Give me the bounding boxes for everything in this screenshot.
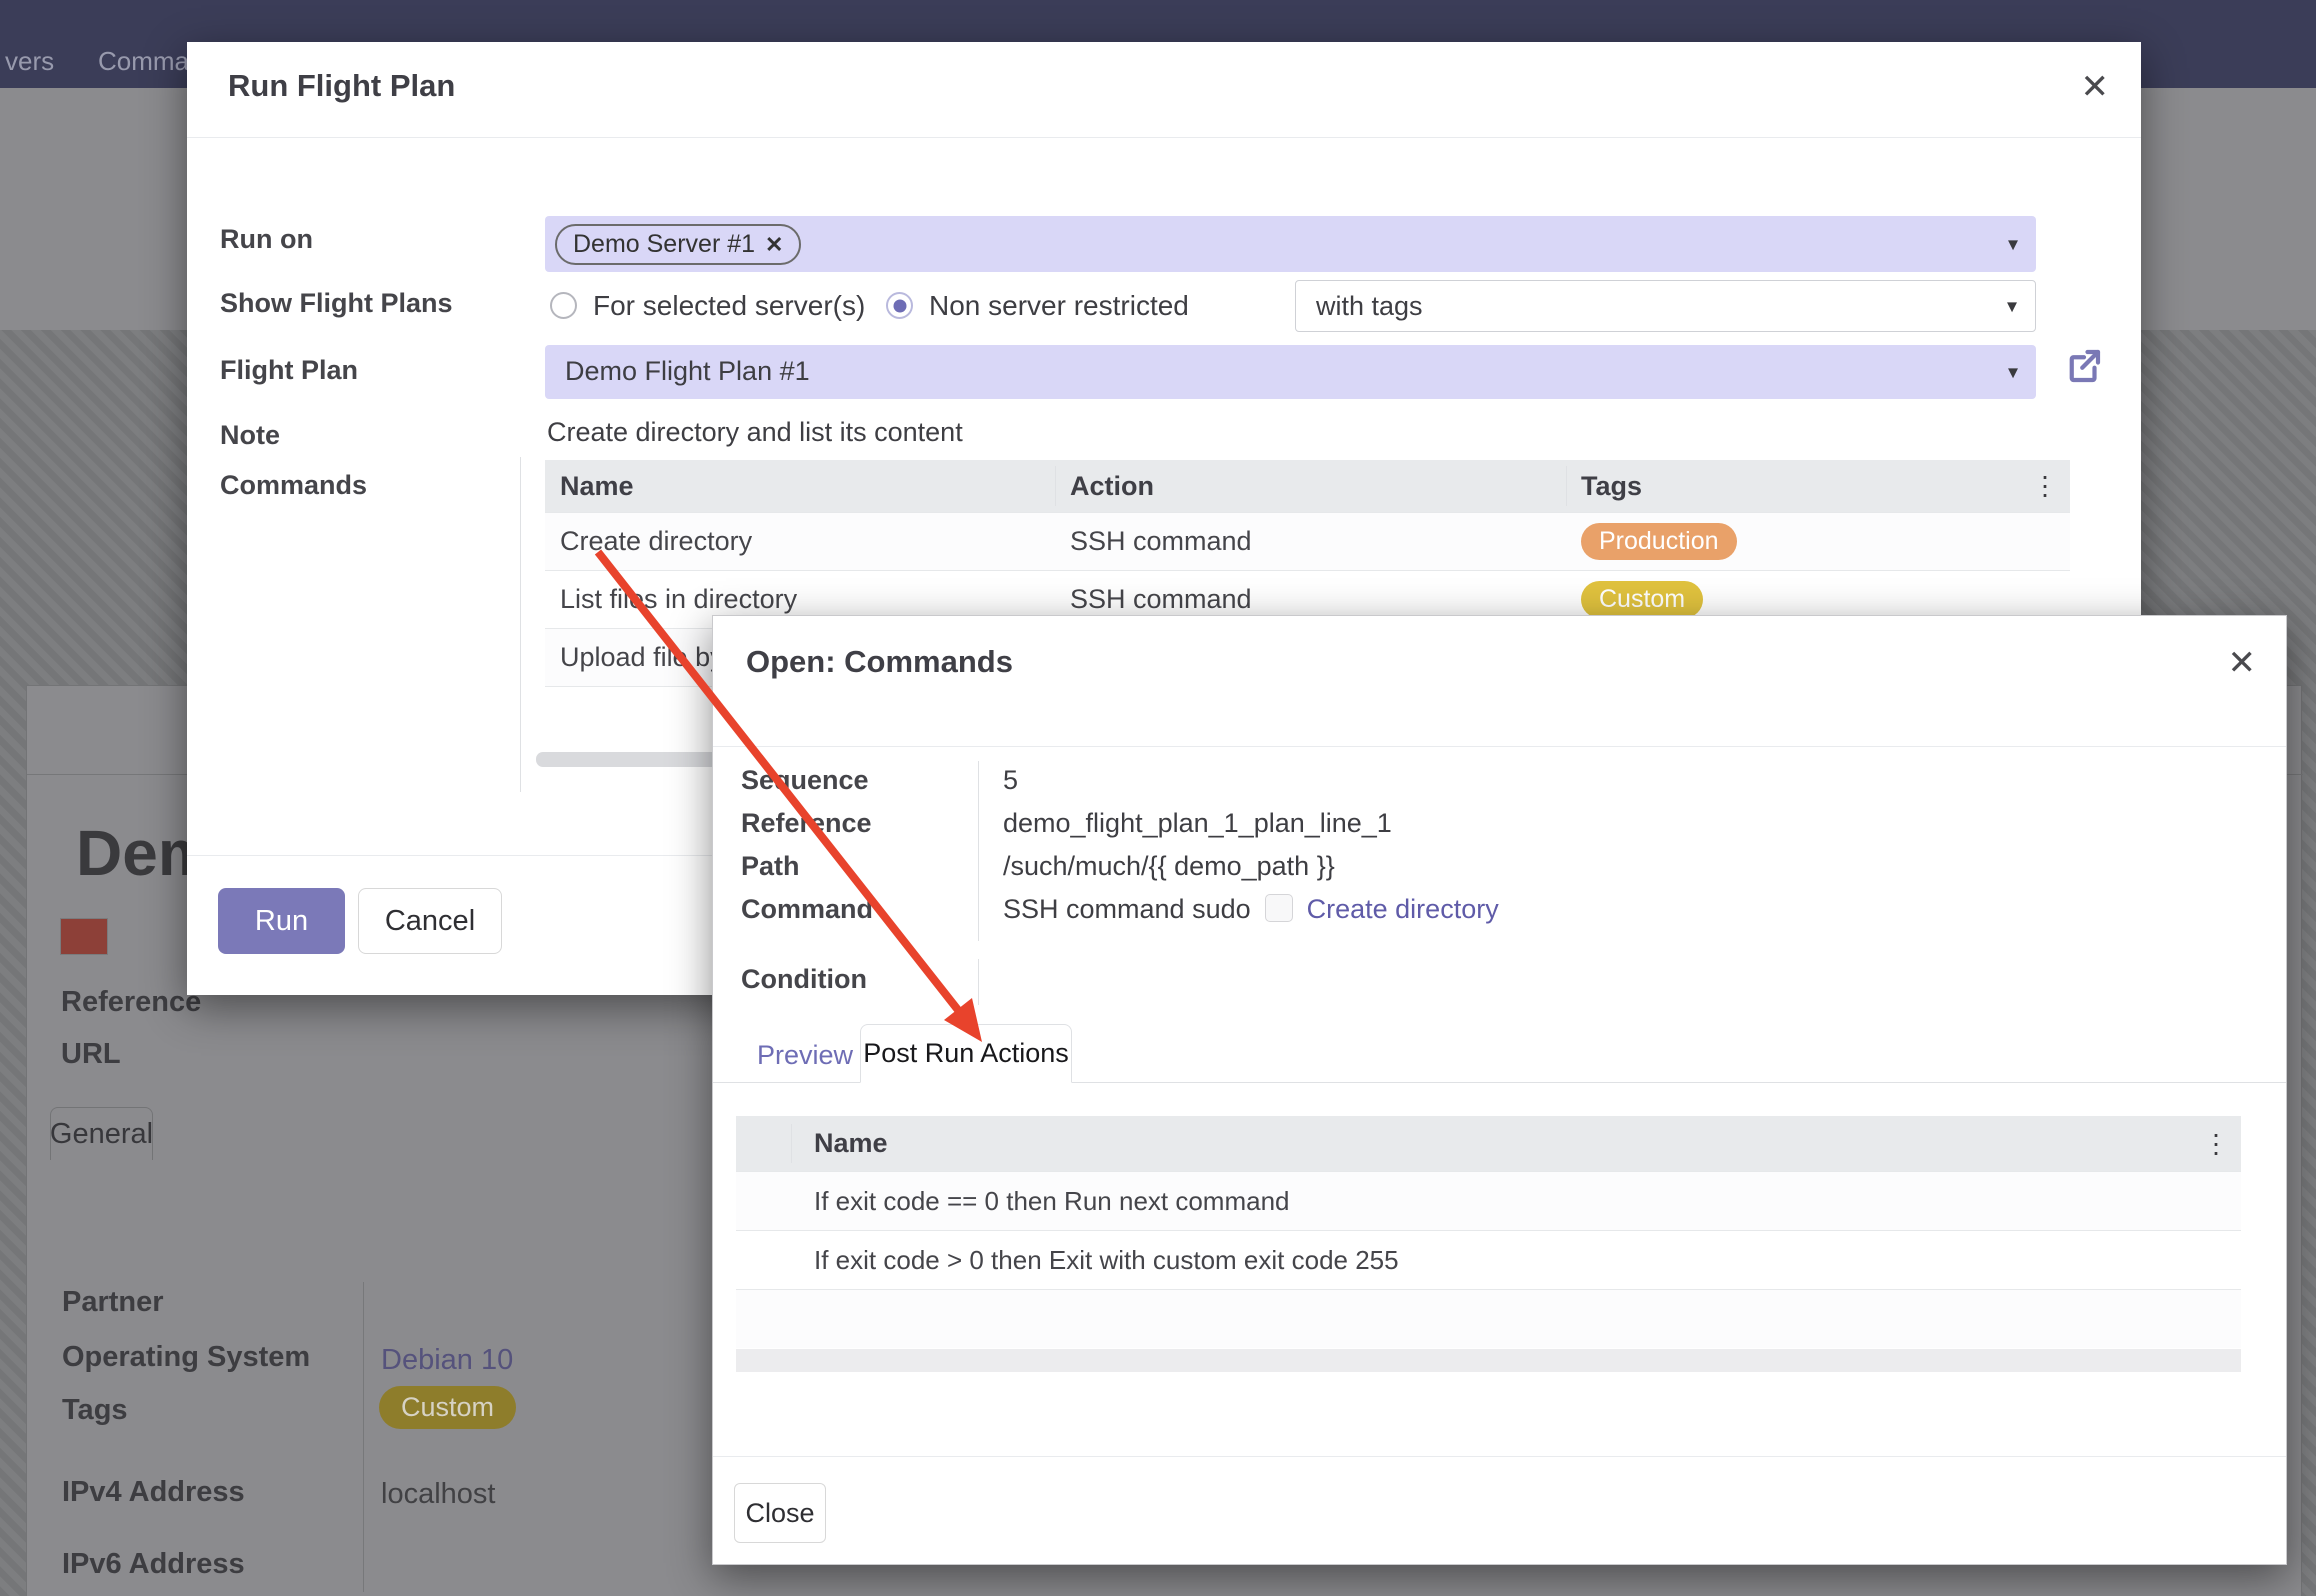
create-directory-link[interactable]: Create directory bbox=[1306, 894, 1499, 925]
command-value: SSH command sudo Create directory bbox=[1003, 894, 1499, 928]
tab-post-run-actions[interactable]: Post Run Actions bbox=[860, 1024, 1072, 1083]
radio-non-server-restricted-label: Non server restricted bbox=[929, 290, 1189, 321]
reference-value: demo_flight_plan_1_plan_line_1 bbox=[1003, 808, 1392, 838]
modal-title: Run Flight Plan bbox=[228, 68, 456, 103]
command-checkbox[interactable] bbox=[1264, 894, 1293, 922]
reference-label: Reference bbox=[741, 808, 872, 838]
tag-production: Production bbox=[1581, 523, 1737, 560]
radio-for-selected-servers-label: For selected server(s) bbox=[593, 290, 866, 321]
cell-name: Upload file by bbox=[560, 642, 724, 672]
with-tags-value: with tags bbox=[1316, 291, 1423, 321]
cell-action: SSH command bbox=[1070, 584, 1252, 614]
with-tags-select[interactable]: with tags ▾ bbox=[1295, 280, 2036, 332]
table-row-empty bbox=[736, 1289, 2241, 1348]
header-divider bbox=[713, 746, 2286, 747]
show-flight-plans-label: Show Flight Plans bbox=[220, 288, 453, 318]
cancel-button[interactable]: Cancel bbox=[358, 888, 502, 954]
flight-plan-select[interactable]: Demo Flight Plan #1 ▾ bbox=[545, 345, 2036, 399]
footer-divider bbox=[713, 1456, 2286, 1457]
partner-label: Partner bbox=[62, 1286, 164, 1318]
run-button[interactable]: Run bbox=[218, 888, 345, 954]
cell-name: List files in directory bbox=[560, 584, 798, 614]
close-icon[interactable]: ✕ bbox=[2080, 68, 2110, 106]
command-text: SSH command sudo bbox=[1003, 894, 1251, 925]
sequence-label: Sequence bbox=[741, 765, 869, 795]
cell-name: If exit code > 0 then Exit with custom e… bbox=[814, 1244, 1399, 1275]
tags-label: Tags bbox=[62, 1394, 128, 1426]
tag-custom: Custom bbox=[1581, 581, 1704, 618]
col-name[interactable]: Name bbox=[560, 470, 634, 501]
kebab-icon[interactable]: ⋮ bbox=[2203, 1128, 2229, 1158]
external-link-icon[interactable] bbox=[2063, 345, 2105, 392]
commands-field-border bbox=[520, 457, 521, 792]
table-row[interactable]: If exit code == 0 then Run next command bbox=[736, 1171, 2241, 1230]
commands-label: Commands bbox=[220, 470, 368, 500]
run-on-field[interactable]: Demo Server #1 ✕ ▾ bbox=[545, 216, 2036, 272]
command-label: Command bbox=[741, 894, 874, 924]
tab-general[interactable]: General bbox=[50, 1107, 153, 1160]
operating-system-value[interactable]: Debian 10 bbox=[381, 1344, 514, 1376]
chevron-down-icon[interactable]: ▾ bbox=[2007, 361, 2018, 384]
ipv4-label: IPv4 Address bbox=[62, 1476, 245, 1508]
label-value-separator bbox=[978, 761, 979, 941]
server-tag-label: Demo Server #1 bbox=[573, 230, 756, 258]
server-tag-custom: Custom bbox=[379, 1386, 517, 1429]
radio-non-server-restricted[interactable] bbox=[886, 292, 913, 319]
tab-bottom-border bbox=[713, 1082, 860, 1083]
radio-for-selected-servers[interactable] bbox=[550, 292, 577, 319]
color-picker-square[interactable] bbox=[60, 918, 108, 955]
col-tags[interactable]: Tags bbox=[1581, 470, 1643, 501]
modal-title: Open: Commands bbox=[746, 644, 1013, 679]
tab-label: Post Run Actions bbox=[863, 1038, 1069, 1068]
path-value: /such/much/{{ demo_path }} bbox=[1003, 851, 1335, 881]
note-label: Note bbox=[220, 420, 280, 450]
menu-item-servers[interactable]: vers bbox=[5, 46, 55, 76]
remove-tag-icon[interactable]: ✕ bbox=[765, 231, 784, 257]
operating-system-label: Operating System bbox=[62, 1341, 311, 1373]
flight-plan-value: Demo Flight Plan #1 bbox=[565, 356, 810, 386]
path-label: Path bbox=[741, 851, 800, 881]
sequence-value: 5 bbox=[1003, 765, 1019, 795]
chevron-down-icon[interactable]: ▾ bbox=[2007, 233, 2018, 256]
close-icon[interactable]: ✕ bbox=[2227, 644, 2257, 682]
post-run-table-header: Name ⋮ bbox=[736, 1116, 2241, 1171]
server-tag-chip[interactable]: Demo Server #1 ✕ bbox=[555, 224, 802, 265]
condition-separator bbox=[978, 959, 979, 1005]
field-separator bbox=[363, 1282, 364, 1592]
ipv6-label: IPv6 Address bbox=[62, 1548, 245, 1580]
commands-table-header: Name Action Tags ⋮ bbox=[545, 460, 2070, 512]
condition-label: Condition bbox=[741, 964, 867, 994]
note-value: Create directory and list its content bbox=[547, 417, 963, 447]
flight-plan-label: Flight Plan bbox=[220, 355, 358, 385]
reference-label: Reference bbox=[61, 986, 202, 1018]
chevron-down-icon[interactable]: ▾ bbox=[2006, 295, 2017, 318]
table-row[interactable]: Create directory SSH command Production bbox=[545, 512, 2070, 570]
col-name[interactable]: Name bbox=[814, 1128, 888, 1158]
close-button[interactable]: Close bbox=[734, 1483, 826, 1543]
ipv4-value: localhost bbox=[381, 1478, 496, 1510]
kebab-icon[interactable]: ⋮ bbox=[2032, 470, 2058, 501]
open-commands-modal: Open: Commands ✕ Sequence 5 Reference de… bbox=[712, 615, 2287, 1565]
tab-preview[interactable]: Preview bbox=[757, 1040, 854, 1070]
col-action[interactable]: Action bbox=[1070, 470, 1154, 501]
header-divider bbox=[187, 137, 2141, 138]
cell-name: Create directory bbox=[560, 526, 753, 556]
run-on-label: Run on bbox=[220, 224, 313, 254]
table-group-bar bbox=[736, 1349, 2241, 1372]
url-label: URL bbox=[61, 1038, 121, 1070]
tab-bottom-border bbox=[1072, 1082, 2286, 1083]
cell-action: SSH command bbox=[1070, 526, 1252, 556]
table-row[interactable]: If exit code > 0 then Exit with custom e… bbox=[736, 1230, 2241, 1289]
cell-name: If exit code == 0 then Run next command bbox=[814, 1185, 1290, 1216]
